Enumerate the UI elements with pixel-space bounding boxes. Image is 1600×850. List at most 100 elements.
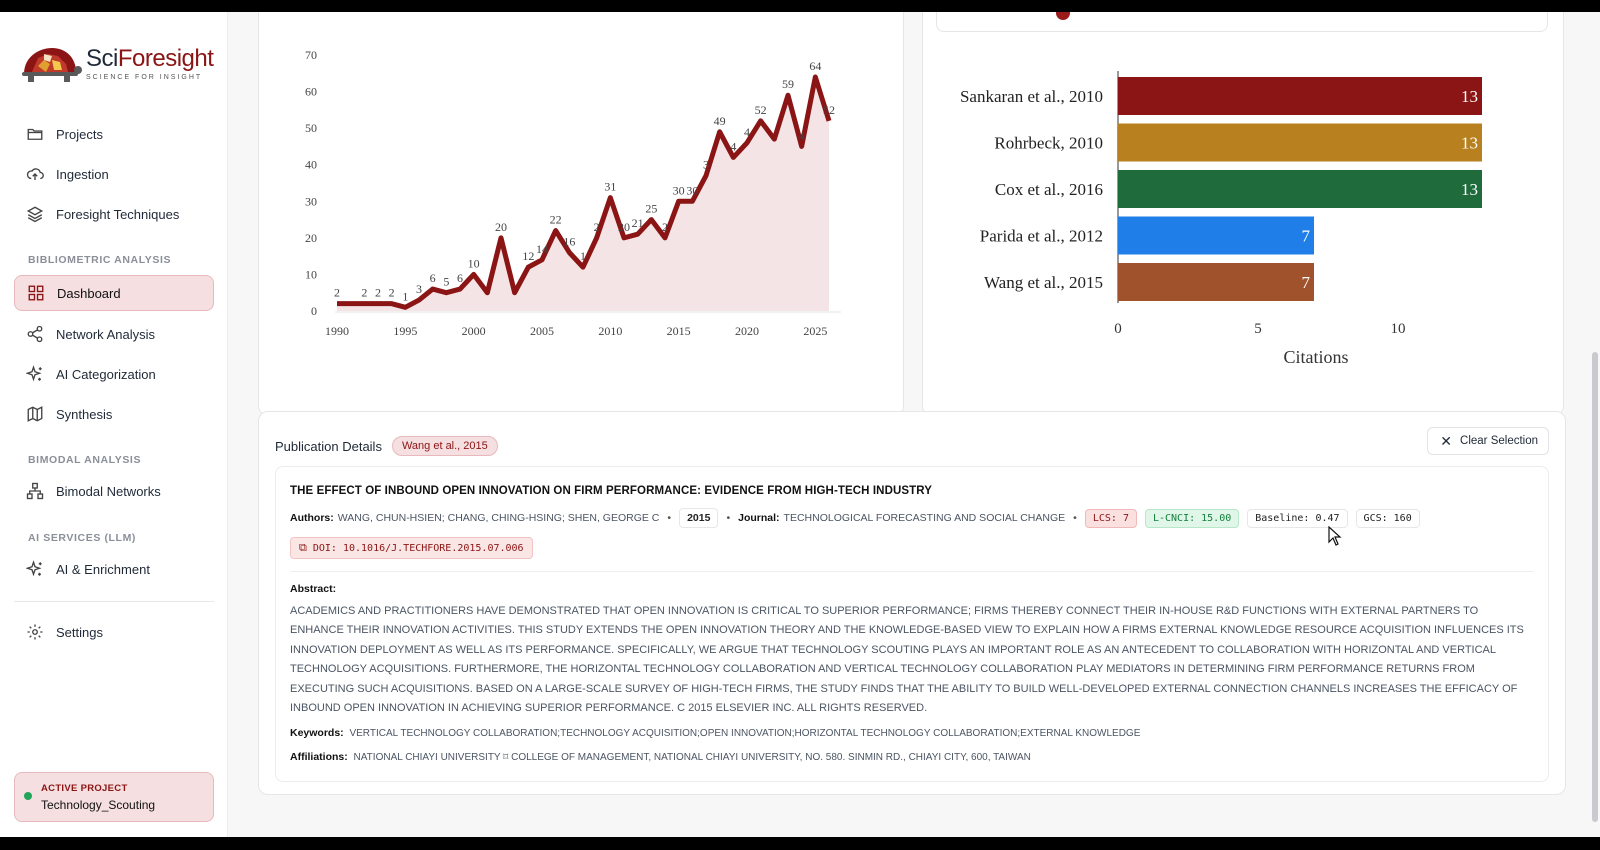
bar-category-label: Sankaran et al., 2010 [960, 87, 1103, 106]
sidebar-item-dashboard[interactable]: Dashboard [14, 275, 214, 311]
abstract-text: ACADEMICS AND PRACTITIONERS HAVE DEMONST… [290, 605, 1524, 715]
data-label: 2 [361, 286, 367, 300]
bar [1118, 123, 1482, 162]
sidebar-item-ingestion[interactable]: Ingestion [14, 156, 214, 192]
active-project-label: ACTIVE PROJECT [41, 783, 128, 794]
status-dot [24, 792, 32, 800]
y-tick-label: 50 [305, 121, 317, 135]
publication-details-panel: Publication Details Wang et al., 2015 ✕ … [258, 411, 1566, 795]
sidebar-item-network-analysis[interactable]: Network Analysis [14, 316, 214, 352]
separator-dot: • [667, 512, 672, 524]
x-tick-label: 2005 [530, 324, 554, 338]
data-label: 21 [632, 216, 644, 230]
sidebar-item-label: Foresight Techniques [56, 206, 180, 222]
map-icon [26, 405, 44, 423]
gcs-badge: GCS: 160 [1355, 508, 1420, 528]
share-icon [26, 325, 44, 343]
sidebar: SciForesight SCIENCE FOR INSIGHT Project… [0, 12, 228, 837]
x-axis-title: Citations [1283, 347, 1348, 367]
y-tick-label: 20 [305, 231, 317, 245]
x-tick-label: 2015 [667, 324, 691, 338]
sidebar-item-bimodal-networks[interactable]: Bimodal Networks [14, 473, 214, 509]
sidebar-item-ai-enrichment[interactable]: AI & Enrichment [14, 551, 214, 587]
data-label: 2 [662, 220, 668, 234]
x-tick-label: 2025 [803, 324, 827, 338]
sidebar-item-ai-categorization[interactable]: AI Categorization [14, 356, 214, 392]
data-label: 12 [522, 249, 534, 263]
scrollbar[interactable] [1592, 352, 1598, 822]
sidebar-item-label: Settings [56, 624, 103, 640]
keywords-value: VERTICAL TECHNOLOGY COLLABORATION;TECHNO… [349, 728, 1141, 739]
y-tick-label: 0 [311, 304, 317, 318]
y-tick-label: 60 [305, 85, 317, 99]
top-cited-bar-chart: Sankaran et al., 2010 13 Rohrbeck, 2010 13 C… [960, 71, 1482, 367]
x-tick-label: 10 [1391, 321, 1406, 337]
close-icon: ✕ [1440, 432, 1453, 449]
sidebar-item-label: AI Categorization [56, 366, 156, 382]
selected-publication-chip: Wang et al., 2015 [391, 436, 498, 456]
bar-value-label: 13 [1461, 180, 1478, 199]
sidebar-item-projects[interactable]: Projects [14, 116, 214, 152]
sidebar-divider [14, 601, 214, 602]
publication-details-title: Publication Details [275, 438, 382, 454]
data-label: 6 [430, 271, 436, 285]
clear-selection-button[interactable]: ✕ Clear Selection [1427, 427, 1549, 455]
data-label: 2 [375, 286, 381, 300]
sidebar-item-synthesis[interactable]: Synthesis [14, 396, 214, 432]
active-project-card[interactable]: ACTIVE PROJECT Technology_Scouting [14, 772, 214, 822]
data-label: 31 [604, 180, 616, 194]
app-logo[interactable]: SciForesight SCIENCE FOR INSIGHT [18, 42, 218, 86]
grid-icon [27, 284, 45, 302]
data-label: 4 [799, 128, 805, 142]
y-tick-label: 40 [305, 158, 317, 172]
bar-value-label: 13 [1461, 87, 1478, 106]
data-label: 1 [402, 289, 408, 303]
cloud-upload-icon [26, 165, 44, 183]
y-tick-label: 70 [305, 48, 317, 62]
sidebar-item-foresight-techniques[interactable]: Foresight Techniques [14, 196, 214, 232]
logo-name-sci: Sci [86, 45, 118, 72]
data-label: 4 [730, 139, 736, 153]
turtle-logo-icon [22, 48, 82, 82]
external-link-icon: ⧉ [299, 541, 307, 554]
bar-category-label: Rohrbeck, 2010 [994, 134, 1103, 153]
doi-link[interactable]: ⧉ DOI: 10.1016/J.TECHFORE.2015.07.006 [290, 537, 533, 559]
separator-dot: • [1073, 512, 1077, 524]
data-label: 22 [550, 213, 562, 227]
affiliations-label: Affiliations: [290, 751, 348, 763]
sidebar-item-settings[interactable]: Settings [14, 614, 214, 650]
data-label: 1 [580, 249, 586, 263]
sparkles-icon [26, 365, 44, 383]
lcs-badge: LCS: 7 [1084, 508, 1137, 528]
data-label: 20 [495, 220, 507, 234]
data-label: 52 [755, 103, 767, 117]
sidebar-item-label: Ingestion [56, 166, 109, 182]
active-project-name: Technology_Scouting [41, 798, 156, 812]
slider-track-remnant [936, 12, 1548, 32]
top-cited-card: Sankaran et al., 2010 13 Rohrbeck, 2010 13 C… [922, 12, 1564, 416]
lcnci-badge: L-CNCI: 15.00 [1144, 508, 1240, 528]
gear-icon [26, 623, 44, 641]
authors-label: Authors: [290, 512, 334, 524]
mouse-cursor-icon [1328, 526, 1342, 546]
bar-category-label: Cox et al., 2016 [995, 180, 1103, 199]
data-label: 16 [563, 234, 575, 248]
sidebar-item-label: Dashboard [57, 285, 121, 301]
data-label: 52 [823, 103, 835, 117]
y-tick-label: 10 [305, 267, 317, 281]
y-tick-label: 30 [305, 194, 317, 208]
sidebar-item-label: Synthesis [56, 406, 113, 422]
layers-icon [26, 205, 44, 223]
bar-category-label: Wang et al., 2015 [984, 273, 1103, 292]
data-label: 14 [536, 242, 548, 256]
bar [1118, 263, 1314, 301]
bar-category-label: Parida et al., 2012 [980, 227, 1103, 246]
trend-line [337, 74, 832, 310]
slider-handle[interactable] [1056, 12, 1070, 20]
bar-value-label: 7 [1302, 273, 1311, 292]
folder-icon [26, 125, 44, 143]
abstract-label: Abstract: [290, 583, 337, 595]
doi-text: DOI: 10.1016/J.TECHFORE.2015.07.006 [312, 542, 524, 554]
bar [1118, 170, 1482, 208]
